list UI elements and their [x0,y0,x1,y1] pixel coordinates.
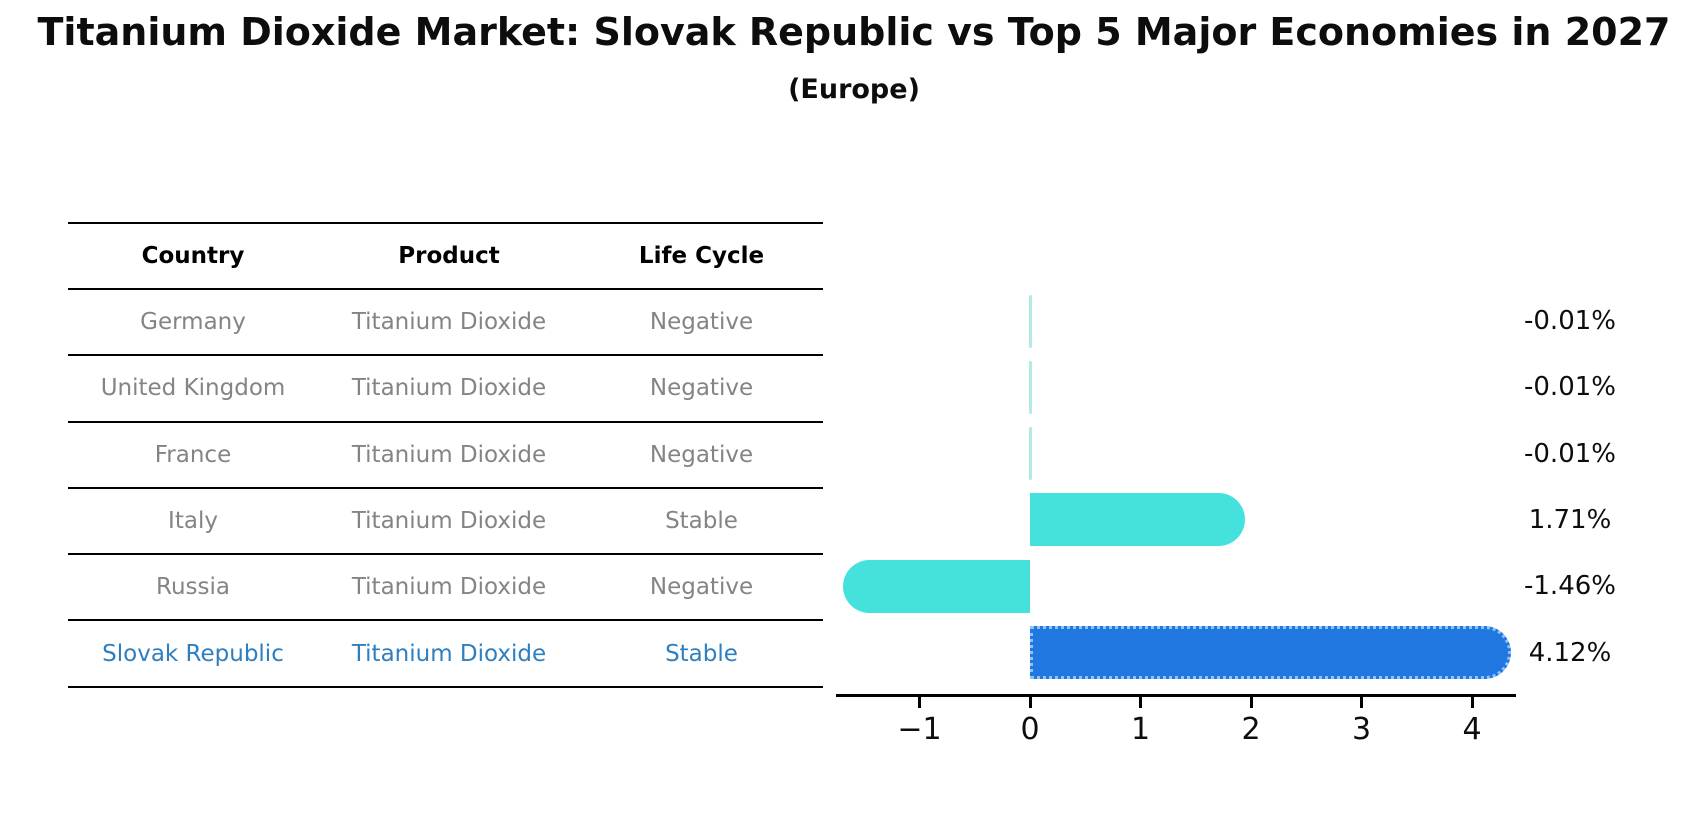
cell-country: France [154,441,232,468]
table-row-germany: Germany Titanium Dioxide Negative [68,288,823,354]
value-label-united-kingdom: -0.01% [1524,372,1616,403]
cell-country: Russia [156,574,230,601]
x-axis-line [836,694,1516,697]
table-row-united-kingdom: United Kingdom Titanium Dioxide Negative [68,354,823,420]
x-tick-mark [918,697,921,708]
cell-product: Titanium Dioxide [351,508,547,535]
cell-country: United Kingdom [100,375,286,402]
cell-life_cycle: Stable [665,640,738,667]
chart-subtitle: (Europe) [788,74,920,105]
bar-france [1029,427,1032,481]
chart-title: Titanium Dioxide Market: Slovak Republic… [37,10,1671,54]
x-tick-mark [1139,697,1142,708]
cell-life_cycle: Negative [649,441,754,468]
country-table: Country Product Life Cycle Germany Titanium … [68,222,823,688]
table-row-russia: Russia Titanium Dioxide Negative [68,553,823,619]
bar-italy [1030,493,1245,547]
value-label-russia: -1.46% [1524,571,1616,602]
cell-life_cycle: Negative [649,375,754,402]
bar-united-kingdom [1029,360,1032,414]
x-tick-label: 3 [1351,712,1372,747]
bar-germany [1029,294,1032,348]
x-tick-mark [1028,697,1032,708]
x-tick-label: −1 [897,712,942,747]
bar-russia [842,559,1030,613]
value-label-france: -0.01% [1524,438,1616,469]
x-tick-label: 4 [1462,712,1482,747]
x-tick-mark [1249,697,1253,708]
column-header-country: Country [141,243,245,269]
column-header-product: Product [398,243,500,269]
cell-product: Titanium Dioxide [351,309,547,336]
x-tick-label: 2 [1241,712,1261,747]
bar-slovak-republic [1030,626,1512,679]
cell-life_cycle: Negative [649,574,754,601]
table-row-slovak-republic: Slovak Republic Titanium Dioxide Stable [68,619,823,685]
cell-product: Titanium Dioxide [351,640,547,667]
value-label-slovak-republic: 4.12% [1528,637,1612,668]
cell-product: Titanium Dioxide [351,375,547,402]
cell-product: Titanium Dioxide [351,441,547,468]
x-tick-mark [1360,697,1363,708]
x-tick-label: 0 [1020,712,1040,747]
value-label-germany: -0.01% [1524,306,1616,336]
cell-life_cycle: Stable [665,508,738,535]
cell-country: Italy [168,508,218,535]
x-tick-mark [1470,697,1474,708]
table-header-row: Country Product Life Cycle [68,222,823,288]
table-row-italy: Italy Titanium Dioxide Stable [68,486,823,553]
value-label-italy: 1.71% [1528,504,1612,535]
cell-product: Titanium Dioxide [351,574,547,601]
x-tick-label: 1 [1130,712,1151,747]
table-row-france: France Titanium Dioxide Negative [68,420,823,487]
cell-life_cycle: Negative [649,309,754,336]
column-header-life-cycle: Life Cycle [638,243,765,269]
cell-country: Slovak Republic [102,640,284,667]
cell-country: Germany [140,309,246,336]
